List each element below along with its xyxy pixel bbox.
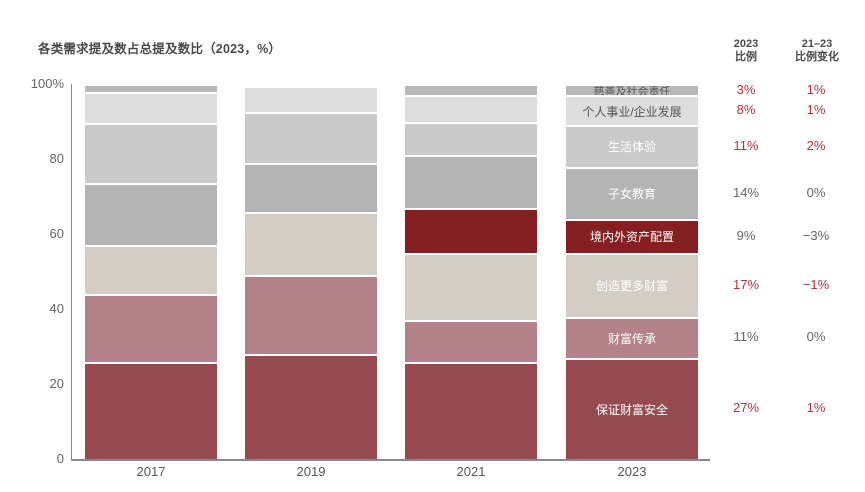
x-tick-label: 2023 (617, 464, 647, 479)
bar-segment: 境内外资产配置 (566, 219, 698, 253)
x-tick-label: 2021 (456, 464, 486, 479)
y-tick-label: 80 (49, 151, 64, 166)
change-21-23-value: 2% (806, 137, 826, 153)
bar-2021 (405, 84, 537, 459)
share-2023-value: 14% (732, 184, 760, 200)
y-tick-label: 0 (56, 451, 64, 466)
bar-segment (85, 91, 217, 124)
share-2023-value: 3% (736, 81, 756, 97)
bar-segment (245, 162, 377, 212)
bar-segment (85, 361, 217, 459)
share-2023-value: 17% (732, 276, 760, 292)
bar-segment (405, 121, 537, 156)
bar-segment: 创造更多财富 (566, 252, 698, 317)
bar-segment (405, 95, 537, 122)
bar-2019 (245, 83, 377, 459)
change-21-23-value: −3% (802, 227, 830, 243)
bar-segment (85, 123, 217, 184)
bar-segment: 生活体验 (566, 125, 698, 167)
bar-segment (245, 112, 377, 163)
change-21-23-value: 0% (806, 184, 826, 200)
bar-segment: 个人事业/企业发展 (566, 95, 698, 126)
x-tick-label: 2019 (296, 464, 326, 479)
bar-segment (405, 155, 537, 208)
bar-segment (405, 320, 537, 362)
y-tick-label: 60 (49, 226, 64, 241)
col-header-range: 21–23 (801, 38, 833, 50)
share-2023-value: 8% (736, 102, 756, 118)
bar-segment (85, 294, 217, 362)
bar-segment: 子女教育 (566, 166, 698, 219)
change-21-23-value: 1% (806, 102, 826, 118)
change-21-23-value: 1% (806, 81, 826, 97)
chart-title: 各类需求提及数占总提及数比（2023，%） (38, 42, 282, 56)
y-tick-label: 40 (49, 301, 64, 316)
y-tick-label: 100% (30, 76, 64, 91)
x-axis (71, 459, 710, 461)
bar-segment (405, 252, 537, 321)
col-header-change: 21–23 比例变化 (786, 38, 848, 64)
share-2023-value: 11% (733, 137, 759, 153)
bar-segment (245, 83, 377, 86)
bar-segment (85, 183, 217, 246)
x-tick-label: 2017 (136, 464, 166, 479)
col-header-label: 比例 (735, 51, 757, 63)
change-21-23-value: 1% (806, 400, 826, 416)
bar-segment (85, 245, 217, 294)
bar-segment: 慈善及社会责任 (566, 84, 698, 96)
bar-segment: 保证财富安全 (566, 357, 698, 459)
col-header-year: 2023 (733, 38, 759, 50)
col-header-label: 比例变化 (795, 51, 839, 63)
share-2023-value: 9% (736, 227, 756, 243)
y-tick-label: 20 (49, 376, 64, 391)
change-21-23-value: −1% (802, 276, 830, 292)
bar-segment: 财富传承 (566, 316, 698, 358)
bar-segment (245, 275, 377, 354)
y-axis (71, 84, 72, 460)
col-header-2023-share: 2023 比例 (722, 38, 770, 64)
bar-segment (405, 207, 537, 253)
bar-segment (245, 211, 377, 276)
bar-2023: 保证财富安全 财富传承 创造更多财富 境内外资产配置 子女教育 生活体验 个人事业/企业发展… (566, 84, 698, 459)
share-2023-value: 11% (733, 329, 759, 345)
share-2023-value: 27% (732, 400, 760, 416)
bar-segment (245, 354, 377, 459)
bar-segment (405, 361, 537, 459)
bar-2017 (85, 84, 217, 459)
change-21-23-value: 0% (806, 329, 826, 345)
bar-segment (405, 84, 537, 96)
bar-segment (245, 85, 377, 113)
bar-segment (85, 84, 217, 92)
